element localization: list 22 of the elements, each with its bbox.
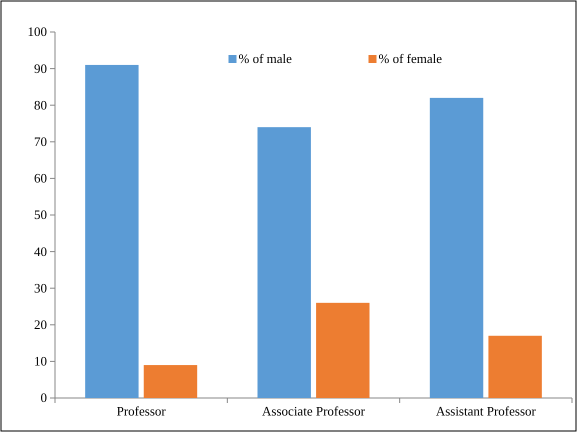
y-tick-label: 60: [34, 170, 47, 186]
bar: [430, 98, 484, 398]
x-tick-label: Associate Professor: [262, 403, 366, 418]
bar: [85, 64, 139, 398]
y-tick-label: 20: [34, 316, 47, 332]
legend-label: % of male: [238, 51, 292, 66]
bar: [488, 336, 542, 398]
y-tick-label: 70: [34, 134, 47, 149]
y-tick-label: 0: [40, 390, 47, 406]
y-tick-label: 30: [34, 280, 47, 296]
y-tick-label: 50: [34, 207, 47, 222]
x-tick-label: Professor: [116, 403, 166, 418]
y-tick-label: 80: [34, 97, 47, 112]
bar: [257, 127, 311, 398]
y-tick-label: 100: [28, 24, 47, 40]
bar: [316, 302, 370, 398]
y-tick-label: 10: [34, 354, 47, 369]
y-tick-label: 90: [34, 60, 47, 76]
x-tick-label: Assistant Professor: [436, 403, 537, 418]
bar: [144, 365, 198, 398]
legend-label: % of female: [378, 51, 442, 66]
y-tick-label: 40: [34, 244, 47, 259]
